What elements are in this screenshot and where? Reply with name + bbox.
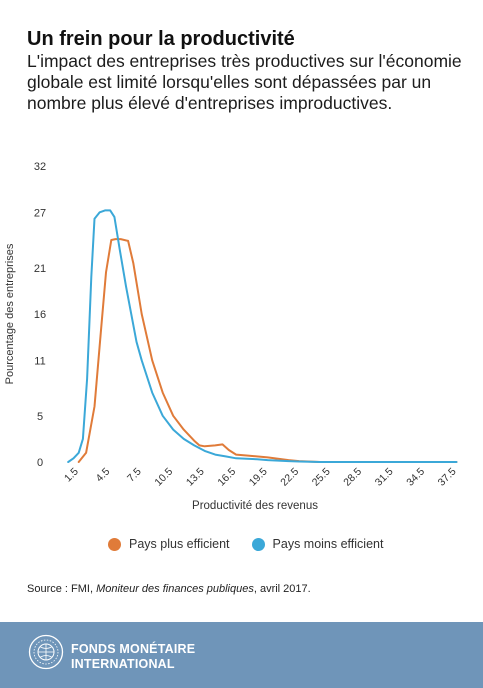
imf-seal-icon (28, 634, 64, 670)
legend-item-less-efficient: Pays moins efficient (251, 537, 384, 551)
source-publication: Moniteur des finances publiques (96, 583, 254, 595)
x-axis-label: Productivité des revenus (192, 500, 318, 512)
org-name-line1: FONDS MONÉTAIRE (71, 642, 196, 656)
x-tick-label-3: 10.5 (152, 466, 175, 489)
x-tick-label-11: 34.5 (404, 466, 427, 489)
org-name-line2: INTERNATIONAL (71, 657, 175, 671)
chart-title: Un frein pour la productivité (27, 28, 295, 50)
y-tick-label-3: 16 (34, 309, 46, 321)
x-tick-label-1: 4.5 (94, 466, 113, 485)
x-tick-label-9: 28.5 (341, 466, 364, 489)
y-tick-label-6: 32 (34, 161, 46, 173)
x-tick-label-0: 1.5 (62, 466, 81, 485)
y-tick-label-5: 27 (34, 207, 46, 219)
x-tick-label-2: 7.5 (125, 466, 144, 485)
x-tick-label-8: 25.5 (310, 466, 333, 489)
org-name: FONDS MONÉTAIRE INTERNATIONAL (71, 642, 195, 672)
legend-swatch-blue (251, 537, 265, 551)
legend-label-less-efficient: Pays moins efficient (272, 537, 384, 551)
series-line-0 (77, 238, 458, 463)
series-line-1 (67, 209, 458, 463)
source-suffix: , avril 2017. (253, 583, 311, 595)
legend-item-efficient: Pays plus efficient (108, 537, 230, 551)
x-tick-label-7: 22.5 (278, 466, 301, 489)
legend: Pays plus efficient Pays moins efficient (108, 537, 405, 551)
source-prefix: Source : FMI, (27, 583, 97, 595)
x-tick-label-10: 31.5 (373, 466, 396, 489)
legend-label-efficient: Pays plus efficient (129, 537, 230, 551)
y-tick-label-0: 0 (37, 457, 43, 469)
footer-banner: FONDS MONÉTAIRE INTERNATIONAL (0, 622, 483, 688)
y-tick-label-4: 21 (34, 263, 46, 275)
legend-swatch-orange (108, 537, 121, 551)
x-tick-label-12: 37.5 (436, 466, 459, 489)
x-tick-label-6: 19.5 (247, 466, 270, 489)
source-note: Source : FMI, Moniteur des finances publ… (27, 583, 311, 595)
x-tick-label-4: 13.5 (184, 466, 207, 489)
y-tick-label-2: 11 (34, 355, 45, 367)
y-tick-label-1: 5 (37, 411, 43, 423)
line-chart: 0 5 11 16 21 27 32 1.5 4.5 7.5 10.5 13.5 16.5 19.5 22.… (4, 161, 459, 512)
x-tick-label-5: 16.5 (215, 466, 238, 489)
chart-subtitle: L'impact des entreprises très productive… (27, 51, 462, 113)
y-axis-label: Pourcentage des entreprises (4, 243, 16, 384)
